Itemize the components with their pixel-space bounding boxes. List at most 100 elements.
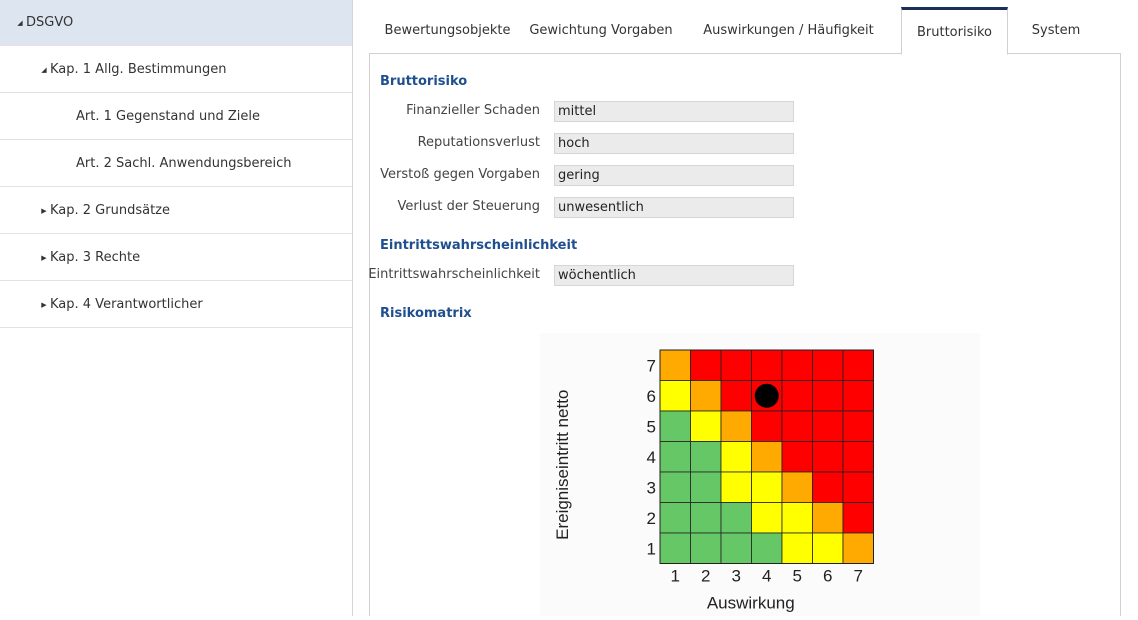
matrix-cell [842,410,874,442]
matrix-cell [751,349,783,381]
matrix-cell [720,502,752,534]
matrix-cell [659,349,691,381]
matrix-cell [781,380,813,412]
matrix-cell [842,502,874,534]
tab-gewichtung-vorgaben[interactable]: Gewichtung Vorgaben [529,22,673,38]
x-tick-label: 5 [793,567,802,586]
risk-matrix-chart: 1 2 3 4 5 6 7 1 2 3 4 5 6 7 Auswirkung Ereigniseintritt… [540,333,980,616]
matrix-cell [842,441,874,473]
tab-bewertungsobjekte[interactable]: Bewertungsobjekte [384,22,511,38]
matrix-cell [659,441,691,473]
risk-matrix-svg: 1 2 3 4 5 6 7 1 2 3 4 5 6 7 Auswirkung Ereigniseintritt… [553,349,874,613]
matrix-cell [781,349,813,381]
y-axis-label: Ereigniseintritt netto [553,390,572,540]
tree-item-kap2[interactable]: ▶ Kap. 2 Grundsätze [0,188,352,234]
field-value-verlust-steuerung: unwesentlich [554,197,794,218]
x-tick-label: 4 [762,567,771,586]
matrix-cell [690,410,722,442]
field-value-eintrittswahrscheinlichkeit: wöchentlich [554,265,794,286]
matrix-cell [659,532,691,564]
y-tick-label: 1 [647,539,656,558]
field-value-reputationsverlust: hoch [554,133,794,154]
matrix-cell [812,349,844,381]
field-value-finanzieller-schaden: mittel [554,101,794,122]
tree-item-art2[interactable]: Art. 2 Sachl. Anwendungsbereich [0,141,352,187]
matrix-cell [751,502,783,534]
matrix-cell [690,471,722,503]
field-label: Eintrittswahrscheinlichkeit [368,267,540,282]
y-tick-label: 2 [647,509,656,528]
expand-arrow-icon[interactable]: ▶ [41,300,47,309]
matrix-cell [781,441,813,473]
tree-item-kap1[interactable]: ◢ Kap. 1 Allg. Bestimmungen [0,47,352,93]
tree-item-label: Art. 1 Gegenstand und Ziele [76,109,261,124]
matrix-cell [659,410,691,442]
y-tick-label: 7 [647,356,656,375]
matrix-cell [781,471,813,503]
tree-item-kap3[interactable]: ▶ Kap. 3 Rechte [0,235,352,281]
matrix-cell [659,502,691,534]
tree-item-art1[interactable]: Art. 1 Gegenstand und Ziele [0,94,352,140]
risk-marker [754,383,779,408]
matrix-cell [751,471,783,503]
matrix-cell [751,410,783,442]
matrix-cell [812,471,844,503]
tree-item-label: Kap. 4 Verantwortlicher [50,297,203,312]
matrix-cell [751,532,783,564]
tab-auswirkungen-haeufigkeit[interactable]: Auswirkungen / Häufigkeit [703,22,874,38]
matrix-cell [720,410,752,442]
collapse-arrow-icon[interactable]: ◢ [17,18,23,27]
tree-item-label: Kap. 3 Rechte [50,250,141,265]
matrix-cell [842,349,874,381]
tree-item-kap4[interactable]: ▶ Kap. 4 Verantwortlicher [0,282,352,328]
matrix-cell [720,471,752,503]
matrix-cell [812,532,844,564]
x-tick-label: 2 [701,567,710,586]
matrix-border [659,349,874,564]
matrix-cell [690,349,722,381]
tree-item-label: Kap. 2 Grundsätze [50,203,170,218]
field-label: Reputationsverlust [417,135,540,150]
y-tick-label: 6 [647,387,656,406]
y-tick-label: 5 [647,417,656,436]
x-tick-label: 7 [854,567,863,586]
matrix-cell [842,532,874,564]
matrix-cell [751,441,783,473]
matrix-cell [720,441,752,473]
section-title-risikomatrix: Risikomatrix [380,306,472,321]
y-tick-label: 4 [647,448,656,467]
tree-item-label: Art. 2 Sachl. Anwendungsbereich [76,156,292,171]
matrix-cell [842,471,874,503]
matrix-cell [690,502,722,534]
field-label: Verlust der Steuerung [397,199,540,214]
collapse-arrow-icon[interactable]: ◢ [41,65,47,74]
section-title-eintrittswahrscheinlichkeit: Eintrittswahrscheinlichkeit [380,238,578,253]
sidebar-tree: ◢ DSGVO ◢ Kap. 1 Allg. Bestimmungen Art.… [0,0,353,616]
matrix-cell [720,380,752,412]
content-panel [369,53,1121,616]
matrix-cell [812,380,844,412]
y-tick-label: 3 [647,478,656,497]
x-tick-label: 3 [732,567,741,586]
tree-item-label: Kap. 1 Allg. Bestimmungen [50,62,227,77]
x-tick-label: 6 [823,567,832,586]
tab-bar: Bewertungsobjekte Gewichtung Vorgaben Au… [369,7,1104,55]
matrix-cell [812,410,844,442]
matrix-cell [720,349,752,381]
tab-system[interactable]: System [1031,22,1081,38]
x-tick-label: 1 [671,567,680,586]
tab-bruttorisiko[interactable]: Bruttorisiko [901,7,1008,55]
expand-arrow-icon[interactable]: ▶ [41,206,47,215]
matrix-cell [842,380,874,412]
matrix-cell [659,471,691,503]
field-value-verstoss-vorgaben: gering [554,165,794,186]
matrix-cell [720,532,752,564]
field-label: Verstoß gegen Vorgaben [380,167,540,182]
matrix-cell [690,380,722,412]
matrix-cell [781,502,813,534]
x-axis-label: Auswirkung [707,594,795,613]
tree-item-label: DSGVO [26,15,74,30]
expand-arrow-icon[interactable]: ▶ [41,253,47,262]
matrix-cell [659,380,691,412]
tree-item-dsgvo[interactable]: ◢ DSGVO [0,0,352,46]
